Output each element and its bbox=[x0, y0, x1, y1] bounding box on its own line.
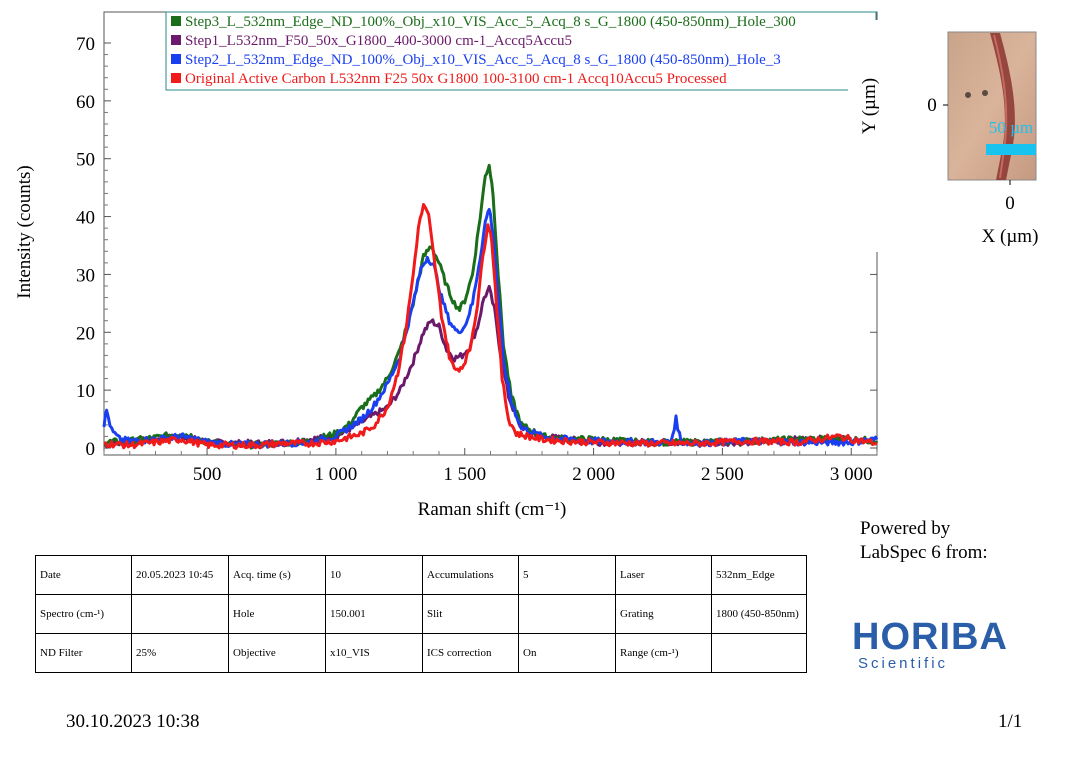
legend-entry: Step1_L532nm_F50_50x_G1800_400-3000 cm-1… bbox=[185, 33, 572, 49]
inset-image-background bbox=[947, 31, 1037, 181]
series-layer bbox=[102, 163, 879, 450]
legend-swatch bbox=[171, 35, 181, 45]
legend-entry: Step3_L_532nm_Edge_ND_100%_Obj_x10_VIS_A… bbox=[185, 14, 796, 30]
raman-spectrum-chart: 500 1 000 1 500 2 000 2 500 3 000 0 10 20 30 40 50 6… bbox=[14, 11, 1038, 520]
metadata-label-cell: Spectro (cm-¹) bbox=[35, 594, 132, 634]
inset-y-tick: 0 bbox=[927, 95, 937, 116]
inset-scale-bar-label: 50 µm bbox=[989, 118, 1033, 137]
legend: Step3_L_532nm_Edge_ND_100%_Obj_x10_VIS_A… bbox=[165, 11, 877, 91]
y-tick-label: 10 bbox=[76, 381, 95, 402]
y-tick-label: 50 bbox=[76, 150, 95, 171]
metadata-value-cell bbox=[518, 594, 616, 634]
metadata-label-cell: Date bbox=[35, 555, 132, 595]
metadata-value-cell: On bbox=[518, 633, 616, 673]
metadata-value-cell: 150.001 bbox=[325, 594, 423, 634]
metadata-row: ND Filter 25% Objective x10_VIS ICS correcti… bbox=[35, 633, 807, 673]
tick-labels: 500 1 000 1 500 2 000 2 500 3 000 0 10 20 30 40 50 6… bbox=[76, 34, 873, 485]
inset-scale-bar bbox=[986, 144, 1036, 155]
metadata-value-cell: 1800 (450-850nm) bbox=[711, 594, 807, 634]
x-tick-label: 1 500 bbox=[443, 464, 486, 485]
series-line-3 bbox=[102, 208, 879, 449]
y-tick-label: 30 bbox=[76, 265, 95, 286]
acquisition-metadata-table: Date 20.05.2023 10:45 Acq. time (s) 10 Accum… bbox=[35, 555, 807, 673]
metadata-label-cell: Laser bbox=[615, 555, 712, 595]
x-tick-label: 1 000 bbox=[315, 464, 358, 485]
inset-speck bbox=[982, 90, 988, 96]
metadata-value-cell: 20.05.2023 10:45 bbox=[131, 555, 229, 595]
metadata-label-cell: Acq. time (s) bbox=[228, 555, 326, 595]
x-tick-label: 500 bbox=[193, 464, 222, 485]
metadata-label-cell: ND Filter bbox=[35, 633, 132, 673]
legend-swatch bbox=[171, 73, 181, 83]
x-tick-label: 2 500 bbox=[701, 464, 744, 485]
y-axis-title: Intensity (counts) bbox=[14, 165, 35, 299]
inset-y-axis-title: Y (µm) bbox=[859, 78, 880, 134]
y-tick-label: 40 bbox=[76, 208, 95, 229]
y-tick-label: 60 bbox=[76, 92, 95, 113]
metadata-value-cell bbox=[711, 633, 807, 673]
y-tick-label: 0 bbox=[86, 439, 96, 460]
print-timestamp: 30.10.2023 10:38 bbox=[66, 711, 200, 732]
metadata-label-cell: Slit bbox=[422, 594, 519, 634]
inset-speck bbox=[965, 92, 971, 98]
horiba-logo: HORIBA bbox=[852, 616, 1008, 658]
horiba-logo-subtext: Scientific bbox=[858, 655, 949, 672]
metadata-value-cell: 10 bbox=[325, 555, 423, 595]
legend-swatch bbox=[171, 54, 181, 64]
legend-swatch bbox=[171, 16, 181, 26]
inset-x-axis-title: X (µm) bbox=[982, 226, 1039, 247]
metadata-value-cell bbox=[131, 594, 229, 634]
metadata-value-cell: 532nm_Edge bbox=[711, 555, 807, 595]
page-number: 1/1 bbox=[998, 711, 1023, 732]
metadata-label-cell: Hole bbox=[228, 594, 326, 634]
metadata-label-cell: Range (cm-¹) bbox=[615, 633, 712, 673]
metadata-label-cell: Objective bbox=[228, 633, 326, 673]
inset-panel-bg bbox=[848, 20, 896, 252]
legend-entry: Original Active Carbon L532nm F25 50x G1… bbox=[185, 71, 727, 87]
metadata-label-cell: Accumulations bbox=[422, 555, 519, 595]
y-tick-label: 20 bbox=[76, 323, 95, 344]
y-tick-label: 70 bbox=[76, 34, 95, 55]
series-line-1 bbox=[103, 163, 879, 450]
inset-microscope-image: 50 µm 0 0 X (µm) Y (µm) bbox=[848, 20, 1038, 252]
x-tick-label: 2 000 bbox=[572, 464, 615, 485]
metadata-value-cell: x10_VIS bbox=[325, 633, 423, 673]
metadata-label-cell: ICS correction bbox=[422, 633, 519, 673]
powered-by-text: Powered by LabSpec 6 from: bbox=[860, 517, 988, 565]
x-axis-title: Raman shift (cm⁻¹) bbox=[418, 499, 567, 520]
metadata-row: Date 20.05.2023 10:45 Acq. time (s) 10 Accum… bbox=[35, 555, 807, 595]
x-tick-label: 3 000 bbox=[830, 464, 873, 485]
metadata-value-cell: 25% bbox=[131, 633, 229, 673]
legend-entry: Step2_L_532nm_Edge_ND_100%_Obj_x10_VIS_A… bbox=[185, 52, 781, 68]
powered-by-line-1: Powered by bbox=[860, 518, 951, 539]
series-line-4 bbox=[103, 203, 878, 450]
inset-x-tick: 0 bbox=[1005, 193, 1015, 214]
powered-by-line-2: LabSpec 6 from: bbox=[860, 542, 988, 563]
metadata-value-cell: 5 bbox=[518, 555, 616, 595]
metadata-row: Spectro (cm-¹) Hole 150.001 Slit Grating 1800… bbox=[35, 594, 807, 634]
metadata-label-cell: Grating bbox=[615, 594, 712, 634]
inset-fiber bbox=[990, 33, 1015, 180]
legend-box bbox=[165, 11, 877, 91]
